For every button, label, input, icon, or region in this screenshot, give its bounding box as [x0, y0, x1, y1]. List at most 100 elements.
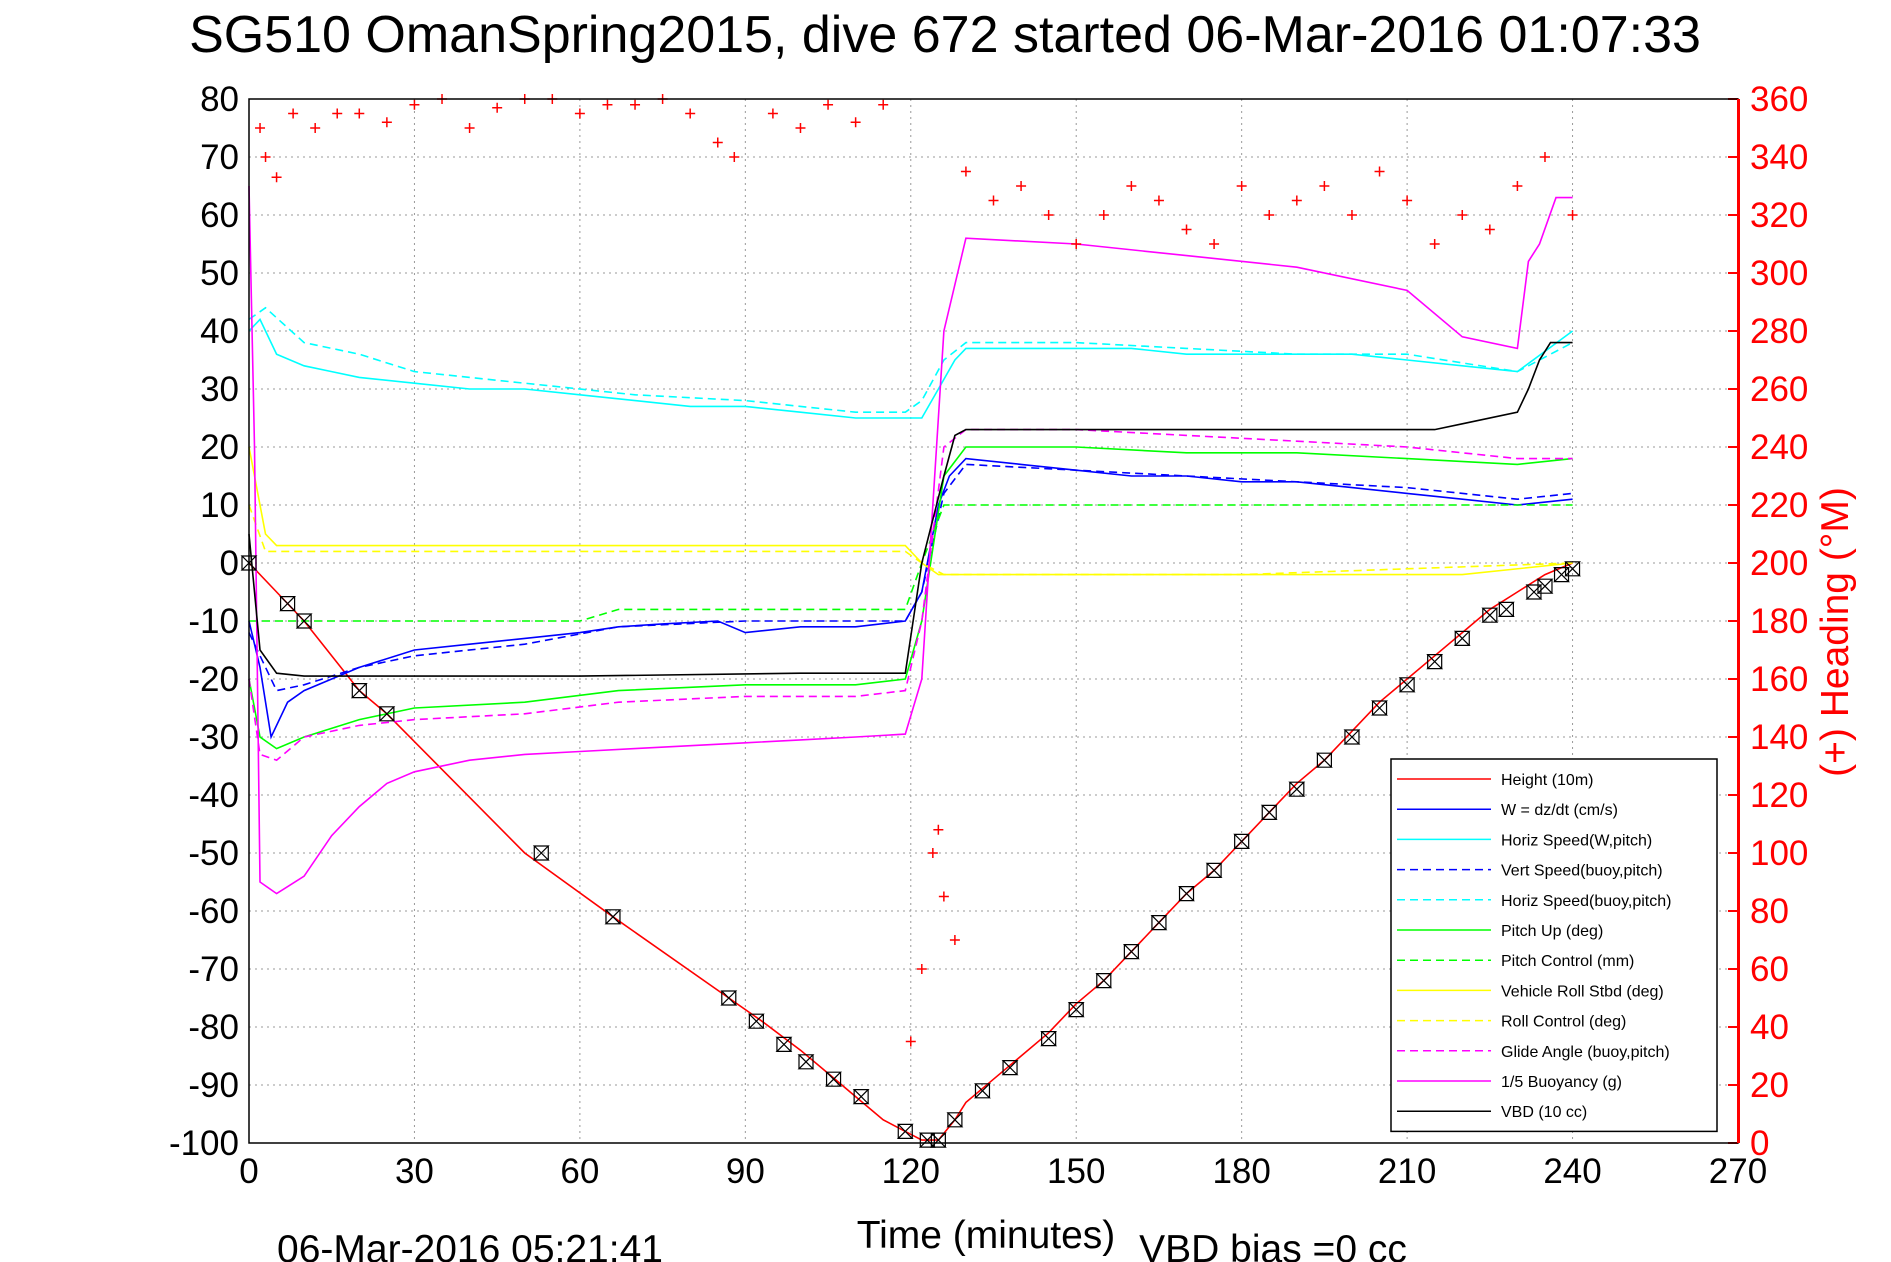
heading-marker: [255, 123, 266, 133]
series-line-2: [248, 318, 1574, 419]
waypoint-marker: [946, 1112, 964, 1128]
heading-marker: [1016, 181, 1027, 191]
heading-marker: [916, 964, 927, 974]
y-right-tick-label: 340: [1750, 138, 1808, 177]
y-tick-label: 30: [200, 370, 239, 409]
series-line-0: [248, 562, 1573, 1141]
y-right-tick-label: 60: [1750, 950, 1789, 989]
waypoint-marker: [1095, 973, 1113, 989]
waypoint-marker: [825, 1071, 843, 1087]
x-tick-label: 90: [726, 1152, 765, 1191]
waypoint-marker: [775, 1036, 793, 1052]
waypoint-marker: [1398, 677, 1416, 693]
heading-marker: [1374, 166, 1385, 177]
y-right-tick-label: 300: [1750, 254, 1808, 293]
y-tick-label: 70: [200, 138, 239, 177]
x-tick-label: 270: [1709, 1152, 1767, 1191]
y-right-tick-label: 80: [1750, 892, 1789, 931]
right-axis-line: [1737, 99, 1740, 1143]
legend-label: Glide Angle (buoy,pitch): [1501, 1044, 1670, 1061]
heading-marker: [795, 123, 806, 133]
y-right-tick-label: 140: [1750, 718, 1808, 757]
heading-marker: [927, 848, 938, 858]
waypoint-marker: [1122, 944, 1140, 960]
heading-marker: [905, 1036, 916, 1047]
heading-marker: [1457, 210, 1468, 220]
x-axis-ticks: 0 30 60 90 120 150 180 210 240 270: [239, 1152, 1767, 1191]
waypoint-marker: [1233, 833, 1251, 849]
heading-marker: [260, 152, 271, 162]
y-tick-label: -60: [188, 892, 239, 931]
y-right-tick-label: 40: [1750, 1008, 1789, 1047]
waypoint-marker: [1150, 915, 1168, 931]
waypoint-marker: [295, 613, 313, 629]
legend-box: [1390, 758, 1718, 1133]
heading-marker: [492, 102, 503, 113]
y-right-tick-label: 0: [1750, 1124, 1769, 1163]
heading-marker: [1291, 195, 1302, 206]
heading-marker: [878, 99, 889, 110]
legend-label: Pitch Up (deg): [1501, 923, 1603, 940]
y-right-tick-label: 260: [1750, 370, 1808, 409]
heading-marker: [271, 172, 282, 183]
waypoint-marker: [1497, 601, 1515, 617]
y-tick-label: -30: [188, 718, 239, 757]
waypoint-marker: [240, 555, 258, 571]
y-tick-label: -70: [188, 950, 239, 989]
heading-marker: [409, 99, 420, 110]
heading-marker: [1236, 181, 1247, 191]
heading-marker: [354, 108, 365, 119]
series-lines: [248, 185, 1574, 1141]
heading-marker: [1153, 195, 1164, 206]
heading-marker: [1429, 239, 1440, 249]
y-tick-label: 20: [200, 428, 239, 467]
y-tick-label: 0: [220, 544, 239, 583]
series-line-11: [248, 341, 1573, 677]
y-tick-label: 10: [200, 486, 239, 525]
legend-label: Horiz Speed(buoy,pitch): [1501, 893, 1671, 910]
heading-marker: [602, 99, 613, 110]
heading-marker: [933, 824, 944, 835]
heading-marker: [1071, 239, 1082, 249]
waypoint-marker: [896, 1123, 914, 1139]
y-tick-label: -10: [188, 602, 239, 641]
waypoint-marker: [852, 1089, 870, 1105]
series-line-1: [248, 457, 1573, 740]
waypoint-marker: [1564, 561, 1582, 577]
waypoint-marker: [1001, 1060, 1019, 1076]
heading-marker: [1319, 181, 1330, 191]
legend-label: Roll Control (deg): [1501, 1014, 1626, 1031]
y-axis-right-label: (+) Heading (°M): [1814, 487, 1857, 777]
heading-marker: [712, 137, 723, 148]
legend-label: Height (10m): [1501, 772, 1593, 789]
heading-marker: [310, 123, 321, 133]
legend-label: Vehicle Roll Stbd (deg): [1501, 983, 1664, 1000]
x-tick-label: 30: [395, 1152, 434, 1191]
y-axis-left-ticks: 80 70 60 50 40 30 20 10 0 -10 -20 -30 -40 -50 -60 -70 -8…: [169, 80, 239, 1163]
y-tick-label: -20: [188, 660, 239, 699]
heading-marker: [1098, 210, 1109, 220]
y-right-tick-label: 100: [1750, 834, 1808, 873]
series-line-6: [249, 504, 1573, 622]
waypoint-marker: [1536, 578, 1554, 594]
x-tick-label: 0: [239, 1152, 258, 1191]
x-tick-label: 210: [1378, 1152, 1436, 1191]
heading-marker: [988, 195, 999, 206]
heading-marker: [1567, 210, 1578, 220]
waypoint-marker: [1426, 654, 1444, 670]
waypoint-marker: [604, 909, 622, 925]
heading-marker: [288, 108, 299, 119]
heading-marker: [823, 99, 834, 110]
series-line-8: [248, 504, 1573, 576]
legend-label: 1/5 Buoyancy (g): [1501, 1074, 1622, 1091]
heading-marker: [960, 166, 971, 177]
y-right-tick-label: 160: [1750, 660, 1808, 699]
y-right-tick-label: 200: [1750, 544, 1808, 583]
x-tick-label: 240: [1543, 1152, 1601, 1191]
series-line-3: [248, 463, 1573, 692]
waypoint-marker: [974, 1083, 991, 1099]
heading-marker: [1484, 224, 1495, 235]
legend-label: Pitch Control (mm): [1501, 953, 1634, 970]
y-tick-label: -90: [188, 1066, 239, 1105]
